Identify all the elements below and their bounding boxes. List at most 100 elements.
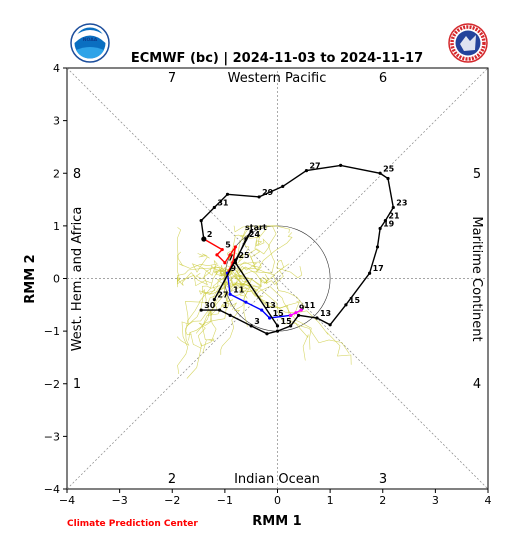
ensemble-member-line: [231, 283, 350, 354]
y-tick-label: 0: [53, 273, 60, 286]
x-tick-label: −2: [164, 494, 180, 507]
day-label: 15: [281, 317, 293, 326]
trajectory-point: [218, 308, 222, 312]
start-point: [201, 236, 207, 242]
day-label: 24: [249, 230, 261, 239]
day-label: 11: [304, 301, 316, 310]
y-axis-label: RMM 2: [23, 254, 38, 303]
trajectory-point: [233, 245, 237, 249]
x-tick-label: −3: [112, 494, 128, 507]
x-tick-label: 0: [274, 494, 281, 507]
ensemble-members: [177, 225, 352, 379]
day-label: 31: [217, 198, 229, 207]
trajectory-point: [344, 303, 348, 307]
region-label-right: Maritime Continent: [469, 216, 484, 341]
ensemble-member-line: [191, 253, 216, 276]
trajectory-point: [275, 329, 280, 333]
y-tick-label: 3: [53, 115, 60, 128]
day-label: 27: [309, 162, 320, 171]
ensemble-member-line: [238, 260, 303, 279]
ensemble-member-line: [234, 269, 263, 327]
start-label: start: [245, 223, 267, 232]
ensemble-member-line: [227, 266, 306, 309]
phase-label-4: 4: [473, 377, 481, 392]
phase-label-5: 5: [473, 167, 481, 182]
y-tick-label: 2: [53, 167, 60, 180]
ensemble-member-line: [195, 269, 235, 334]
trajectory-observed-oct: [200, 164, 395, 335]
ensemble-member-line: [232, 276, 300, 316]
phase-label-2: 2: [168, 472, 176, 487]
phase-label-1: 1: [73, 377, 81, 392]
day-label: 25: [238, 251, 250, 260]
trajectory-point: [220, 247, 224, 252]
phase-label-3: 3: [379, 472, 387, 487]
x-tick-label: 2: [379, 494, 386, 507]
day-label: 7: [228, 254, 234, 263]
y-tick-label: −1: [44, 325, 60, 338]
day-label: 27: [217, 291, 228, 300]
day-label: 30: [204, 301, 216, 310]
trajectory-point: [228, 253, 232, 257]
x-axis-label: RMM 1: [252, 514, 301, 529]
trajectory-point: [249, 324, 253, 328]
phase-label-7: 7: [168, 71, 176, 86]
ensemble-member-line: [239, 286, 312, 350]
region-label-left: West. Hem. and Africa: [70, 207, 85, 352]
trajectory-point: [215, 253, 219, 257]
ensemble-member-line: [233, 275, 249, 299]
ensemble-member-line: [177, 264, 219, 286]
ensemble-member-line: [177, 274, 228, 346]
y-tick-label: 4: [53, 62, 60, 75]
day-label: 15: [273, 309, 285, 318]
ensemble-member-line: [237, 232, 293, 273]
nws-logo: [448, 23, 488, 63]
trajectory-point: [268, 316, 272, 320]
y-tick-label: 1: [53, 220, 60, 233]
ensemble-member-line: [202, 284, 239, 354]
trajectory-point: [378, 226, 382, 231]
ensemble-member-line: [201, 268, 229, 295]
phase-label-8: 8: [73, 167, 81, 182]
trajectory-point: [281, 184, 285, 189]
footer-credit: Climate Prediction Center: [67, 519, 198, 529]
x-tick-label: 3: [432, 494, 439, 507]
ensemble-member-line: [236, 234, 271, 273]
trajectory-point: [391, 205, 395, 210]
trajectory-point: [328, 323, 332, 327]
ensemble-member-line: [198, 277, 226, 347]
chart-title: ECMWF (bc) | 2024-11-03 to 2024-11-17: [131, 51, 423, 66]
trajectory-point: [275, 324, 280, 328]
x-tick-label: −1: [217, 494, 233, 507]
trajectory-point: [375, 245, 380, 249]
ensemble-member-line: [216, 267, 241, 293]
ensemble-member-line: [239, 283, 352, 365]
svg-text:NOAA: NOAA: [83, 37, 98, 43]
trajectory-point: [199, 308, 203, 312]
ensemble-member-line: [177, 251, 213, 287]
trajectory-point: [289, 313, 293, 317]
trajectory-point: [199, 219, 203, 223]
x-tick-label: 4: [485, 494, 492, 507]
trajectory-forecast-mean: [226, 273, 291, 319]
ensemble-member-line: [231, 225, 290, 262]
trajectory-point: [233, 261, 237, 265]
trajectory-point: [257, 195, 261, 199]
ensemble-member-line: [177, 285, 221, 375]
trajectory-point: [228, 313, 232, 317]
trajectory-point: [367, 271, 372, 275]
trajectory-point: [386, 176, 390, 181]
day-label: 1: [223, 301, 229, 310]
day-label: 25: [383, 164, 395, 173]
region-label-top: Western Pacific: [228, 71, 327, 86]
trajectory-point: [304, 169, 309, 173]
day-label: 19: [383, 220, 395, 229]
trajectory-point: [289, 324, 293, 328]
day-label: 29: [262, 188, 274, 197]
trajectory-point: [265, 332, 269, 336]
trajectory-point: [249, 229, 253, 233]
trajectory-point: [296, 313, 301, 317]
diagonal-guide: [66, 67, 489, 490]
